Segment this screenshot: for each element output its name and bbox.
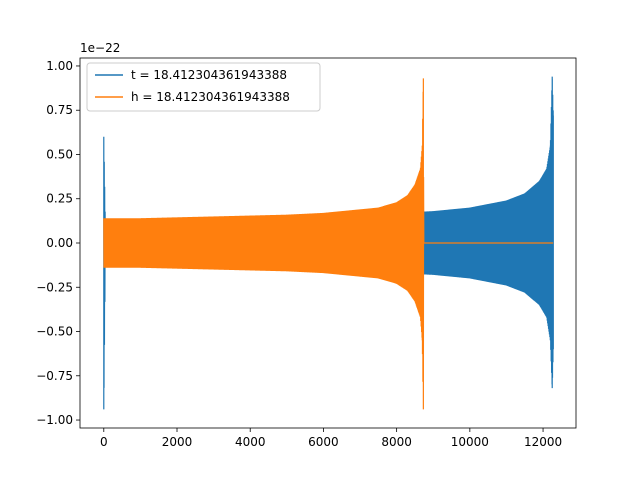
axes: 0 2000 4000 6000 8000 10000 12000 −1.00 −0.75 −0.… [36,57,577,449]
y-tick-label: −1.00 [36,413,73,427]
x-tick-label: 0 [100,435,108,449]
y-tick-label: −0.50 [36,325,73,339]
series-line-2 [103,78,554,410]
x-tick-label: 10000 [451,435,489,449]
x-tick-label: 8000 [381,435,412,449]
y-axis-offset-label: 1e−22 [80,41,120,55]
y-tick-label: 0.50 [46,147,73,161]
y-tick-label: 0.75 [46,103,73,117]
y-tick-label: 1.00 [46,59,73,73]
y-tick-label: −0.25 [36,280,73,294]
x-tick-label: 6000 [308,435,339,449]
plot-area [103,76,554,410]
y-tick-label: 0.00 [46,236,73,250]
y-tick-label: −0.75 [36,369,73,383]
x-tick-label: 12000 [524,435,562,449]
x-tick-label: 2000 [162,435,193,449]
legend-frame [86,62,321,112]
legend-label-series-1: t = 18.412304361943388 [131,68,287,82]
legend-label-series-2: h = 18.412304361943388 [131,90,290,104]
legend: t = 18.412304361943388 h = 18.4123043619… [86,62,321,112]
y-tick-label: 0.25 [46,192,73,206]
x-tick-label: 4000 [235,435,266,449]
